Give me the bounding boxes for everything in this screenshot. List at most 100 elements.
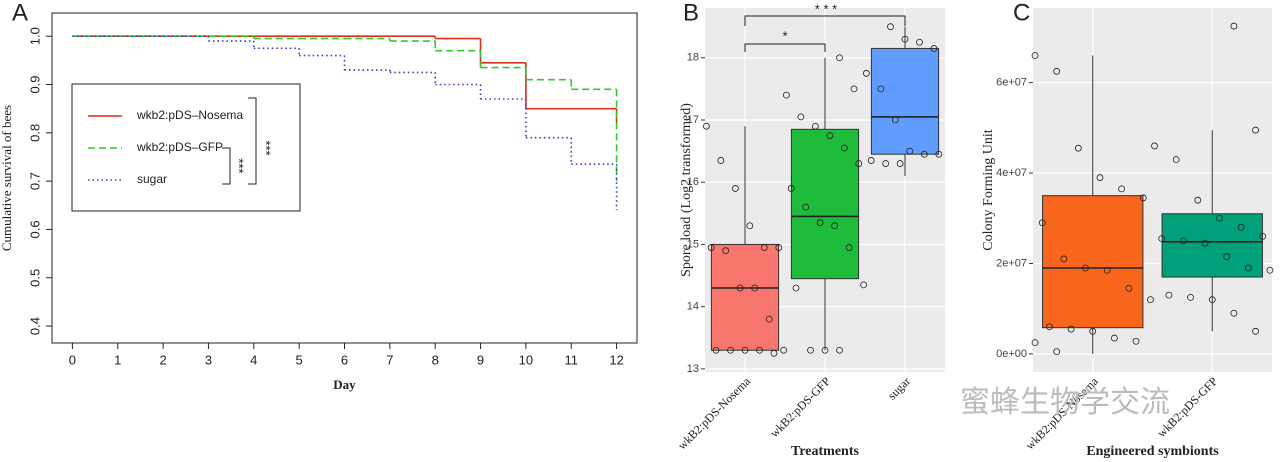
point (780, 346, 788, 354)
point (1067, 325, 1075, 333)
y-tick-label: 0.9 (27, 75, 42, 93)
x-tick-label: 4 (250, 352, 257, 367)
point (1223, 253, 1231, 261)
point (831, 222, 839, 230)
x-tick-label: 0 (69, 352, 76, 367)
point (770, 349, 778, 357)
point (1046, 323, 1053, 331)
point (821, 346, 829, 354)
panel-label: C (1013, 0, 1030, 26)
point (1179, 237, 1187, 245)
annotation: * (782, 28, 787, 43)
box (870, 47, 940, 155)
point (1230, 22, 1238, 30)
x-tick-label: 11 (564, 352, 578, 367)
point (765, 315, 773, 323)
x-tick-label: 10 (519, 352, 533, 367)
annotation: * * * (815, 1, 837, 16)
point (850, 85, 858, 93)
y-tick-label: 0.5 (27, 269, 42, 287)
y-tick-label: 4e+07 (996, 167, 1027, 179)
point (746, 222, 754, 230)
x-tick-label: sugar (885, 374, 913, 402)
point (727, 346, 734, 354)
point (867, 157, 875, 164)
y-axis-label: Spore load (Log2 transformed) (679, 103, 694, 277)
x-tick-label: 6 (341, 352, 348, 367)
point (1252, 126, 1259, 134)
point (792, 284, 800, 292)
point (1187, 293, 1195, 301)
x-tick-label: 9 (477, 352, 484, 367)
point (1158, 235, 1166, 243)
point (1230, 309, 1238, 317)
point (787, 185, 795, 192)
box (710, 243, 780, 351)
point (1237, 223, 1245, 231)
point (775, 244, 783, 251)
y-tick-label: 0.8 (27, 124, 42, 142)
point (760, 244, 768, 251)
point (1208, 296, 1216, 304)
panel-label: B (683, 0, 699, 26)
y-tick-label: 15 (687, 238, 699, 250)
x-axis-label: Engineered symbionts (1086, 444, 1219, 459)
y-axis-label: Cumulative survival of bees (0, 105, 14, 251)
box (790, 128, 860, 280)
point (930, 45, 938, 52)
watermark: 蜜蜂生物学交流 (960, 386, 1170, 419)
point (1252, 327, 1259, 335)
point (1259, 232, 1267, 240)
point (782, 91, 790, 99)
point (1125, 284, 1133, 292)
point (722, 247, 730, 255)
point (1038, 219, 1046, 227)
point (731, 185, 739, 192)
point (741, 346, 749, 354)
point (756, 346, 763, 354)
annotation: *** (232, 158, 247, 173)
x-tick-label: 5 (296, 352, 303, 367)
point (1216, 214, 1223, 222)
point (1031, 339, 1039, 347)
point (1053, 348, 1061, 356)
point (1244, 264, 1252, 272)
legend-label: sugar (137, 172, 167, 186)
point (901, 35, 909, 43)
point (1147, 296, 1154, 304)
point (802, 203, 810, 211)
point (1031, 52, 1039, 59)
point (1201, 239, 1209, 247)
legend-box (71, 83, 301, 212)
point (816, 219, 824, 227)
x-tick-label: 2 (159, 352, 166, 367)
point (1266, 266, 1274, 274)
point (882, 160, 890, 167)
point (891, 116, 899, 124)
y-tick-label: 1.0 (27, 27, 42, 45)
point (1110, 334, 1118, 342)
y-tick-label: 0.4 (27, 317, 42, 335)
point (1139, 194, 1147, 202)
point (887, 23, 894, 31)
point (712, 346, 720, 354)
point (855, 160, 863, 167)
y-tick-label: 13 (687, 363, 699, 375)
point (811, 122, 819, 130)
panel-label: A (12, 0, 28, 26)
point (920, 150, 928, 158)
point (860, 281, 868, 289)
point (736, 284, 744, 292)
point (702, 122, 710, 130)
box (1042, 195, 1144, 329)
y-tick-label: 18 (687, 52, 699, 64)
x-tick-label: 1 (114, 352, 121, 367)
point (1053, 67, 1061, 75)
y-tick-label: 6e+07 (996, 77, 1027, 89)
x-tick-label: 7 (386, 352, 393, 367)
point (836, 346, 843, 354)
point (1132, 337, 1140, 345)
point (707, 244, 715, 251)
sig-bracket (744, 43, 826, 52)
